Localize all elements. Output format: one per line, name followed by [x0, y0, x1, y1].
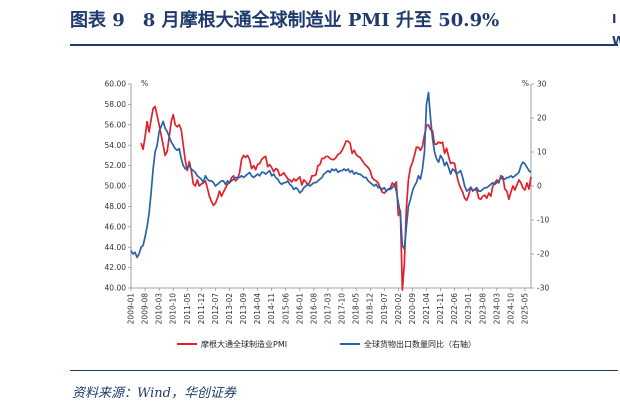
left-tick-label: 42.00	[105, 263, 127, 272]
x-tick-label: 2018-05	[352, 293, 361, 325]
x-tick-label: 2013-09	[239, 293, 248, 325]
x-tick-label: 2020-09	[408, 293, 417, 325]
left-tick-label: 54.00	[105, 141, 127, 150]
edge-text: I W	[612, 12, 620, 48]
right-tick-label: -30	[537, 284, 549, 293]
x-tick-label: 2009-08	[141, 293, 150, 325]
legend-label: 摩根大通全球制造业PMI	[201, 339, 287, 349]
footer-divider	[70, 370, 618, 371]
title-divider	[70, 44, 618, 46]
left-tick-label: 40.00	[105, 284, 127, 293]
right-tick-label: 20	[537, 114, 547, 123]
series-line-pmi	[140, 105, 532, 291]
x-tick-label: 2010-03	[155, 293, 164, 325]
x-tick-label: 2023-08	[478, 293, 487, 325]
right-tick-label: -10	[537, 216, 549, 225]
right-tick-label: 0	[537, 182, 542, 191]
x-tick-label: 2014-11	[267, 293, 276, 325]
x-tick-label: 2017-10	[338, 293, 347, 325]
left-tick-label: 58.00	[105, 100, 127, 109]
legend-label: 全球货物出口数量同比（右轴）	[364, 339, 476, 349]
x-tick-label: 2018-12	[366, 293, 375, 325]
x-tick-label: 2011-05	[183, 293, 192, 325]
series-line-exports	[130, 91, 532, 259]
x-tick-label: 2011-12	[197, 293, 206, 325]
x-tick-label: 2017-03	[323, 293, 332, 325]
x-tick-label: 2021-11	[436, 293, 445, 325]
x-tick-label: 2025-05	[520, 293, 529, 325]
right-unit: %	[522, 79, 529, 88]
left-tick-label: 48.00	[105, 202, 127, 211]
left-tick-label: 50.00	[105, 182, 127, 191]
x-tick-label: 2012-07	[211, 293, 220, 325]
right-tick-label: -20	[537, 250, 549, 259]
left-unit: %	[141, 79, 148, 88]
x-tick-label: 2013-02	[225, 293, 234, 325]
x-tick-label: 2019-07	[380, 293, 389, 325]
x-tick-label: 2009-01	[127, 293, 136, 325]
page-title: 图表 9 8 月摩根大通全球制造业 PMI 升至 50.9%	[70, 10, 500, 31]
x-tick-label: 2015-06	[281, 293, 290, 325]
x-tick-label: 2010-10	[169, 293, 178, 325]
left-tick-label: 60.00	[105, 80, 127, 89]
right-tick-label: 30	[537, 80, 547, 89]
left-tick-label: 46.00	[105, 222, 127, 231]
x-tick-label: 2024-10	[506, 293, 515, 325]
right-tick-label: 10	[537, 148, 547, 157]
left-tick-label: 56.00	[105, 120, 127, 129]
x-tick-label: 2020-02	[394, 293, 403, 325]
x-tick-label: 2016-08	[309, 293, 318, 325]
left-tick-label: 44.00	[105, 243, 127, 252]
x-tick-label: 2023-01	[464, 293, 473, 325]
x-tick-label: 2024-03	[492, 293, 501, 325]
x-tick-label: 2021-04	[422, 293, 431, 325]
source-note: 资料来源：Wind，华创证券	[72, 386, 236, 401]
x-tick-label: 2022-06	[450, 293, 459, 325]
x-tick-label: 2016-01	[295, 293, 304, 325]
left-tick-label: 52.00	[105, 161, 127, 170]
x-tick-label: 2014-04	[253, 293, 262, 325]
